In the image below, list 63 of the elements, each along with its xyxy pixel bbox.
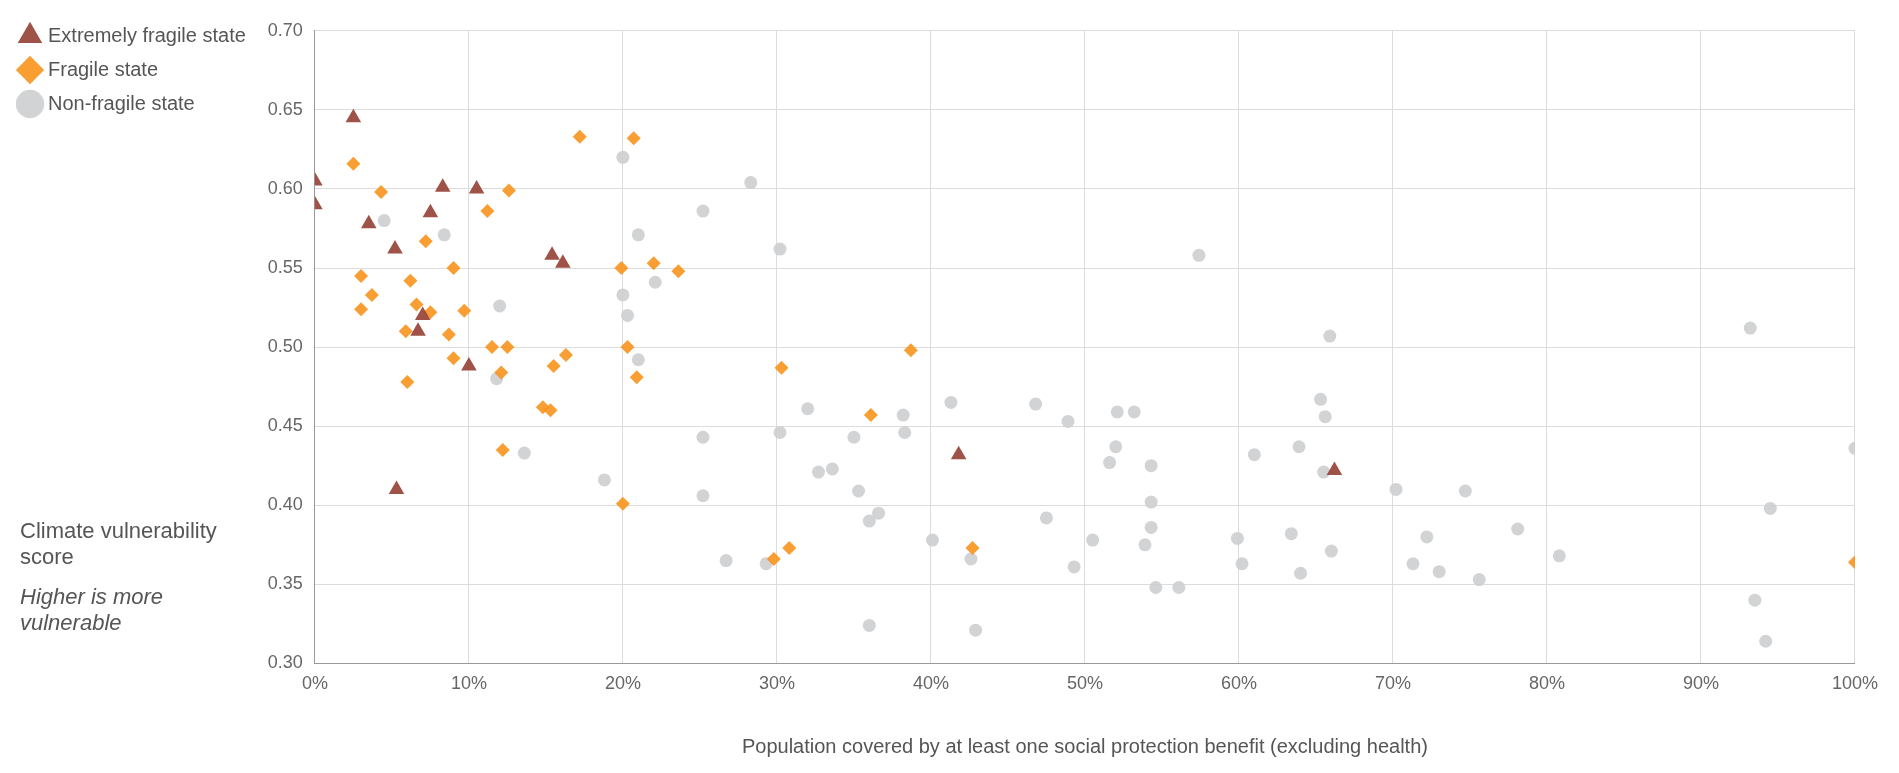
point: [546, 359, 561, 374]
point: [501, 183, 516, 198]
point: [671, 264, 686, 279]
point: [446, 351, 461, 366]
point: [646, 256, 661, 271]
point: [558, 348, 573, 363]
y-tick-label: 0.50: [267, 336, 303, 357]
point: [626, 131, 641, 146]
point: [500, 340, 515, 355]
y-tick-label: 0.30: [267, 652, 303, 673]
point: [354, 302, 369, 317]
legend-label: Non-fragile state: [48, 91, 195, 114]
point: [572, 129, 587, 144]
x-tick-label: 30%: [758, 673, 795, 694]
legend-label: Fragile state: [48, 57, 159, 80]
x-tick-label: 60%: [1220, 673, 1257, 694]
point: [903, 343, 918, 358]
point: [364, 287, 379, 302]
y-tick-label: 0.65: [267, 98, 303, 119]
y-axis-title: Climate vulnerability score: [20, 518, 218, 570]
point: [782, 540, 797, 555]
x-tick-label: 0%: [301, 673, 328, 694]
point: [441, 327, 456, 342]
point: [615, 496, 630, 511]
text: Higher is more vulnerable: [20, 584, 164, 635]
point: [629, 370, 644, 385]
x-axis-title: Population covered by at least one social protection benefit (excluding health): [741, 734, 1428, 757]
x-tick-label: 100%: [1831, 673, 1878, 694]
point: [403, 273, 418, 288]
point: [614, 261, 629, 276]
point: [774, 360, 789, 375]
x-tick-label: 40%: [912, 673, 949, 694]
point: [495, 442, 510, 457]
point: [485, 340, 499, 355]
point: [446, 261, 461, 276]
point: [965, 540, 980, 555]
x-tick-label: 80%: [1528, 673, 1565, 694]
x-tick-label: 70%: [1374, 673, 1411, 694]
x-tick-label: 90%: [1682, 673, 1719, 694]
legend-label: Extremely fragile state: [48, 23, 246, 46]
y-tick-label: 0.40: [267, 494, 303, 515]
y-tick-label: 0.55: [267, 256, 303, 277]
point: [543, 403, 558, 418]
point: [409, 297, 424, 312]
point: [457, 303, 472, 318]
y-tick-label: 0.45: [267, 415, 303, 436]
point: [398, 324, 413, 339]
x-tick-label: 20%: [604, 673, 641, 694]
point: [346, 156, 361, 171]
point: [418, 234, 433, 249]
point: [480, 204, 495, 219]
x-tick-label: 10%: [450, 673, 487, 694]
point: [374, 185, 389, 200]
y-tick-label: 0.60: [267, 177, 303, 198]
y-tick-label: 0.70: [267, 19, 303, 40]
x-tick-label: 50%: [1066, 673, 1103, 694]
point: [400, 374, 415, 389]
point: [620, 340, 635, 355]
point: [766, 552, 781, 567]
y-tick-label: 0.35: [267, 573, 303, 594]
point: [863, 408, 878, 423]
point: [494, 365, 509, 380]
point: [354, 268, 369, 283]
